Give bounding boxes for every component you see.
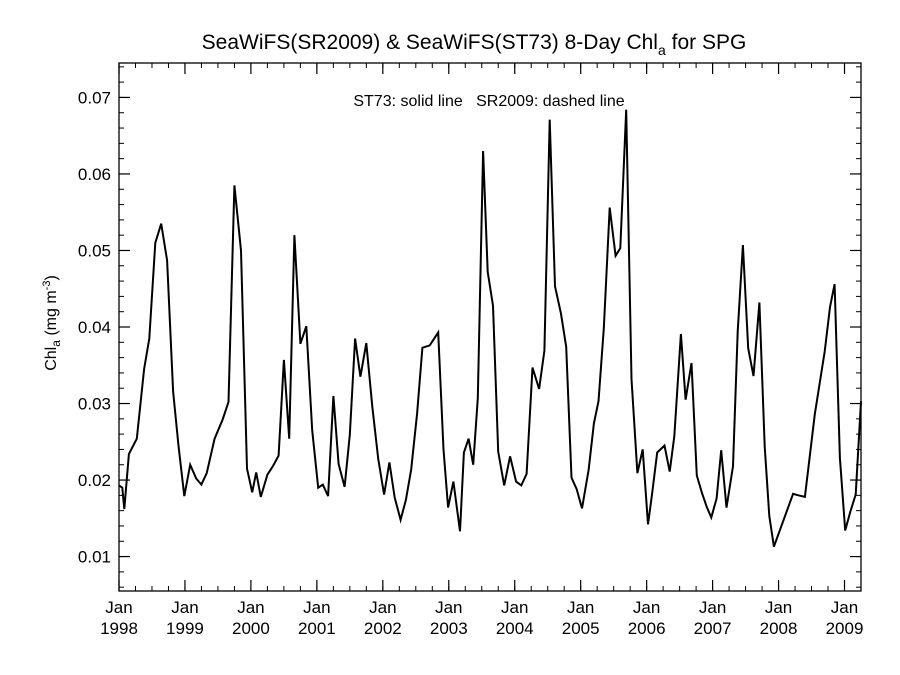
y-tick-label: 0.05	[78, 241, 111, 260]
x-tick-label-month: Jan	[369, 598, 396, 617]
x-tick-label-month: Jan	[237, 598, 264, 617]
x-tick-label-month: Jan	[699, 598, 726, 617]
y-axis-label-subscript: a	[49, 340, 63, 347]
x-tick-label-month: Jan	[567, 598, 594, 617]
y-tick-label: 0.01	[78, 548, 111, 567]
series-lines	[118, 109, 862, 547]
x-tick-label-year: 2001	[298, 619, 336, 638]
y-tick-label: 0.03	[78, 395, 111, 414]
x-tick-label-year: 2009	[826, 619, 864, 638]
y-axis-label-superscript: -3	[41, 281, 53, 291]
x-tick-label-year: 2003	[430, 619, 468, 638]
x-tick-label-month: Jan	[105, 598, 132, 617]
x-tick-label-year: 2000	[232, 619, 270, 638]
x-tick-label-year: 2008	[760, 619, 798, 638]
x-tick-label-month: Jan	[171, 598, 198, 617]
x-tick-label-year: 2007	[694, 619, 732, 638]
x-tick-label-month: Jan	[633, 598, 660, 617]
x-tick-label-month: Jan	[303, 598, 330, 617]
x-tick-label-year: 2002	[364, 619, 402, 638]
ticks	[118, 63, 862, 591]
chart-title-subscript: a	[658, 42, 666, 58]
y-axis-label-close: )	[43, 275, 60, 280]
x-tick-label-year: 1999	[166, 619, 204, 638]
x-tick-label-month: Jan	[831, 598, 858, 617]
tick-labels: 0.01 0.02 0.03 0.04 0.05 0.06 0.07 Jan 1998 Jan 19…	[78, 88, 864, 638]
y-axis-label-unit: (mg m	[43, 290, 60, 340]
y-tick-label: 0.04	[78, 318, 111, 337]
chart-annotation: ST73: solid line SR2009: dashed line	[353, 93, 624, 110]
x-tick-label-year: 2006	[628, 619, 666, 638]
y-tick-label: 0.06	[78, 165, 111, 184]
y-axis-label-base: Chl	[43, 347, 60, 371]
chart-title-main: SeaWiFS(SR2009) & SeaWiFS(ST73) 8-Day Ch…	[202, 31, 658, 54]
y-tick-label: 0.02	[78, 471, 111, 490]
x-tick-label-year: 2004	[496, 619, 534, 638]
y-tick-label: 0.07	[78, 88, 111, 107]
x-tick-label-year: 1998	[100, 619, 138, 638]
y-axis-label: Chla (mg m-3)	[41, 275, 63, 371]
x-tick-label-month: Jan	[501, 598, 528, 617]
x-tick-label-month: Jan	[765, 598, 792, 617]
x-tick-label-year: 2005	[562, 619, 600, 638]
series-line-solid	[118, 109, 862, 547]
chart-title: SeaWiFS(SR2009) & SeaWiFS(ST73) 8-Day Ch…	[202, 31, 747, 58]
x-tick-label-month: Jan	[435, 598, 462, 617]
chart-title-tail: for SPG	[666, 31, 747, 54]
